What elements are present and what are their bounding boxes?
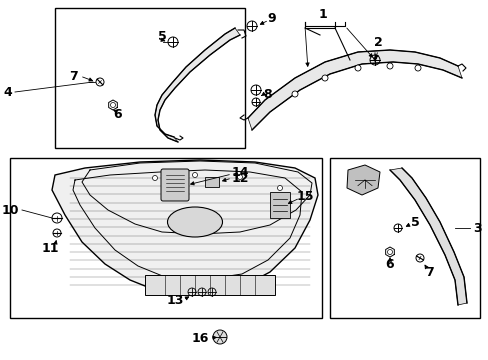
Text: 2: 2 xyxy=(373,36,382,49)
Bar xyxy=(329,158,479,318)
Polygon shape xyxy=(247,50,461,130)
Circle shape xyxy=(152,175,157,180)
Bar xyxy=(10,158,321,318)
Text: 4: 4 xyxy=(3,85,12,99)
Circle shape xyxy=(386,63,392,69)
Circle shape xyxy=(237,175,242,180)
FancyBboxPatch shape xyxy=(161,169,189,201)
Text: 9: 9 xyxy=(267,12,276,24)
Text: 6: 6 xyxy=(113,108,122,121)
Bar xyxy=(204,177,219,187)
Text: 12: 12 xyxy=(231,171,248,184)
Text: 6: 6 xyxy=(385,257,393,270)
Polygon shape xyxy=(52,160,317,295)
Circle shape xyxy=(291,91,297,97)
Text: 16: 16 xyxy=(191,332,208,345)
Text: 13: 13 xyxy=(166,293,183,306)
Bar xyxy=(145,275,274,295)
Text: 1: 1 xyxy=(318,8,326,21)
Text: 14: 14 xyxy=(231,166,248,179)
Bar xyxy=(55,8,244,148)
Circle shape xyxy=(354,65,360,71)
Circle shape xyxy=(321,75,327,81)
Text: 3: 3 xyxy=(473,221,481,234)
Ellipse shape xyxy=(167,207,222,237)
Circle shape xyxy=(277,185,282,190)
Circle shape xyxy=(192,172,197,177)
Text: 10: 10 xyxy=(1,203,19,216)
Text: 15: 15 xyxy=(296,189,313,202)
Bar xyxy=(269,192,289,218)
Text: 11: 11 xyxy=(41,242,59,255)
Polygon shape xyxy=(346,165,379,195)
Polygon shape xyxy=(155,28,240,142)
Circle shape xyxy=(414,65,420,71)
Text: 5: 5 xyxy=(410,216,419,229)
Text: 7: 7 xyxy=(68,69,77,82)
Text: 5: 5 xyxy=(157,30,166,42)
Text: 8: 8 xyxy=(263,87,272,100)
Text: 7: 7 xyxy=(425,266,433,279)
Circle shape xyxy=(213,330,226,344)
Polygon shape xyxy=(389,168,466,305)
